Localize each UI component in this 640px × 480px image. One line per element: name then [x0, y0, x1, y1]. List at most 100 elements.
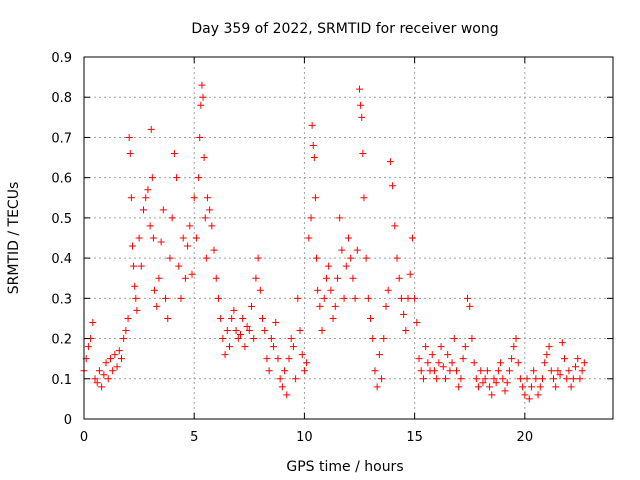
data-point — [214, 294, 222, 302]
data-point — [188, 270, 196, 278]
data-point — [397, 294, 405, 302]
data-point — [115, 347, 123, 355]
data-point — [106, 355, 114, 363]
data-point — [239, 314, 247, 322]
data-point — [497, 359, 505, 367]
y-tick-label: 0.2 — [51, 333, 72, 348]
data-point — [358, 113, 366, 121]
data-point — [373, 383, 381, 391]
data-point — [417, 367, 425, 375]
data-point — [98, 383, 106, 391]
y-tick-label: 0.5 — [51, 212, 72, 227]
data-point — [488, 391, 496, 399]
x-tick-label: 10 — [296, 430, 313, 445]
y-axis-label: SRMTID / TECUs — [6, 182, 22, 295]
data-point — [576, 375, 584, 383]
data-point — [329, 314, 337, 322]
data-point — [93, 379, 101, 387]
data-point — [104, 375, 112, 383]
data-point — [300, 367, 308, 375]
data-point — [563, 375, 571, 383]
data-point — [212, 274, 220, 282]
data-point — [499, 375, 507, 383]
data-point — [162, 294, 170, 302]
data-point — [109, 367, 117, 375]
data-point — [338, 246, 346, 254]
data-point — [311, 194, 319, 202]
data-point — [261, 327, 269, 335]
data-point — [543, 351, 551, 359]
x-tick-label: 20 — [517, 430, 534, 445]
data-point — [84, 343, 92, 351]
data-point — [263, 355, 271, 363]
x-tick-label: 0 — [80, 430, 88, 445]
data-point — [479, 379, 487, 387]
data-point — [135, 234, 143, 242]
data-point — [483, 367, 491, 375]
data-point — [505, 367, 513, 375]
data-point — [248, 302, 256, 310]
data-point — [274, 355, 282, 363]
y-tick-label: 0.6 — [51, 172, 72, 187]
data-point — [393, 254, 401, 262]
data-point — [402, 327, 410, 335]
data-point — [318, 327, 326, 335]
data-point — [95, 367, 103, 375]
data-point — [259, 314, 267, 322]
y-tick-label: 0.7 — [51, 131, 72, 146]
data-point — [430, 367, 438, 375]
data-point — [486, 383, 494, 391]
data-point — [534, 391, 542, 399]
data-point — [314, 286, 322, 294]
data-point — [347, 254, 355, 262]
data-point — [281, 367, 289, 375]
data-point — [450, 335, 458, 343]
y-tick-label: 0.9 — [51, 51, 72, 66]
data-point — [382, 302, 390, 310]
data-point — [307, 214, 315, 222]
data-point — [125, 133, 133, 141]
data-point — [292, 375, 300, 383]
data-point — [541, 359, 549, 367]
data-point — [565, 367, 573, 375]
data-point — [132, 294, 140, 302]
data-point — [111, 351, 119, 359]
data-point — [201, 214, 209, 222]
data-point — [144, 186, 152, 194]
data-point — [516, 375, 524, 383]
data-point — [466, 302, 474, 310]
data-point — [208, 222, 216, 230]
data-point — [117, 355, 125, 363]
data-point — [580, 359, 588, 367]
data-point — [362, 254, 370, 262]
data-point — [285, 355, 293, 363]
data-point — [413, 318, 421, 326]
data-point — [340, 294, 348, 302]
data-point — [477, 367, 485, 375]
data-point — [140, 206, 148, 214]
data-point — [245, 327, 253, 335]
data-point — [545, 343, 553, 351]
data-point — [461, 343, 469, 351]
data-point — [196, 133, 204, 141]
data-point — [197, 101, 205, 109]
data-point — [164, 314, 172, 322]
data-point — [128, 242, 136, 250]
data-point — [157, 238, 165, 246]
data-point — [572, 363, 580, 371]
data-point — [532, 375, 540, 383]
data-point — [419, 375, 427, 383]
data-point — [155, 274, 163, 282]
data-point — [470, 359, 478, 367]
data-point — [168, 214, 176, 222]
data-point — [254, 254, 262, 262]
data-point — [342, 262, 350, 270]
data-point — [206, 206, 214, 214]
data-point — [349, 274, 357, 282]
data-point — [437, 343, 445, 351]
data-point — [298, 351, 306, 359]
data-point — [202, 254, 210, 262]
data-point — [422, 343, 430, 351]
data-point — [186, 222, 194, 230]
